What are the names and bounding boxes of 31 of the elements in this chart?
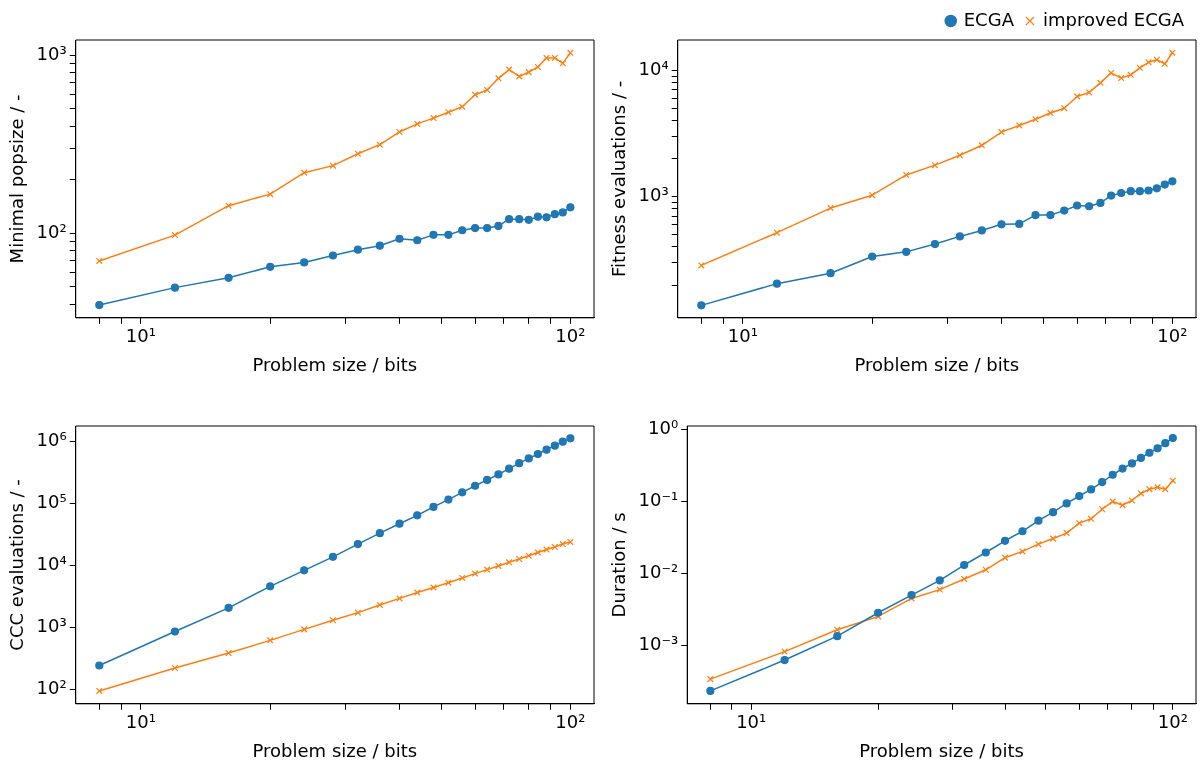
y-tick-label: 10³: [36, 43, 67, 65]
y-tick-label: 10⁴: [36, 552, 67, 574]
x-axis-title: Problem size / bits: [252, 353, 418, 375]
y-tick-label: 10⁻³: [638, 632, 679, 654]
y-axis-title: Minimal popsize / -: [6, 94, 28, 264]
y-tick-label: 10⁻²: [638, 560, 679, 582]
x-tick-label: 10²: [555, 710, 586, 732]
y-tick-label: 10²: [36, 220, 67, 242]
x-axis-title: Problem size / bits: [859, 739, 1024, 761]
y-tick-label: 10³: [36, 614, 67, 636]
y-tick-label: 10³: [638, 184, 669, 206]
y-tick-label: 10⁶: [36, 428, 67, 450]
x-tick-label: 10²: [1157, 325, 1188, 347]
x-axis-title: Problem size / bits: [854, 353, 1020, 375]
legend-label: ECGA: [963, 8, 1015, 30]
y-axis-title: Fitness evaluations / -: [608, 80, 630, 277]
y-tick-label: 10⁴: [638, 58, 669, 80]
x-tick-label: 10¹: [727, 325, 758, 347]
y-tick-label: 10²: [36, 676, 67, 698]
y-axis-title: CCC evaluations / -: [6, 478, 28, 651]
x-tick-label: 10¹: [125, 325, 156, 347]
x-tick-label: 10²: [1157, 710, 1188, 732]
y-tick-label: 10⁻¹: [638, 488, 679, 510]
x-tick-label: 10¹: [125, 710, 156, 732]
x-tick-label: 10²: [555, 325, 586, 347]
y-tick-label: 10⁰: [648, 416, 679, 438]
x-tick-label: 10¹: [736, 710, 767, 732]
y-tick-label: 10⁵: [36, 490, 67, 512]
y-axis-title: Duration / s: [608, 511, 630, 617]
x-axis-title: Problem size / bits: [252, 739, 418, 761]
legend-label: improved ECGA: [1042, 8, 1185, 30]
